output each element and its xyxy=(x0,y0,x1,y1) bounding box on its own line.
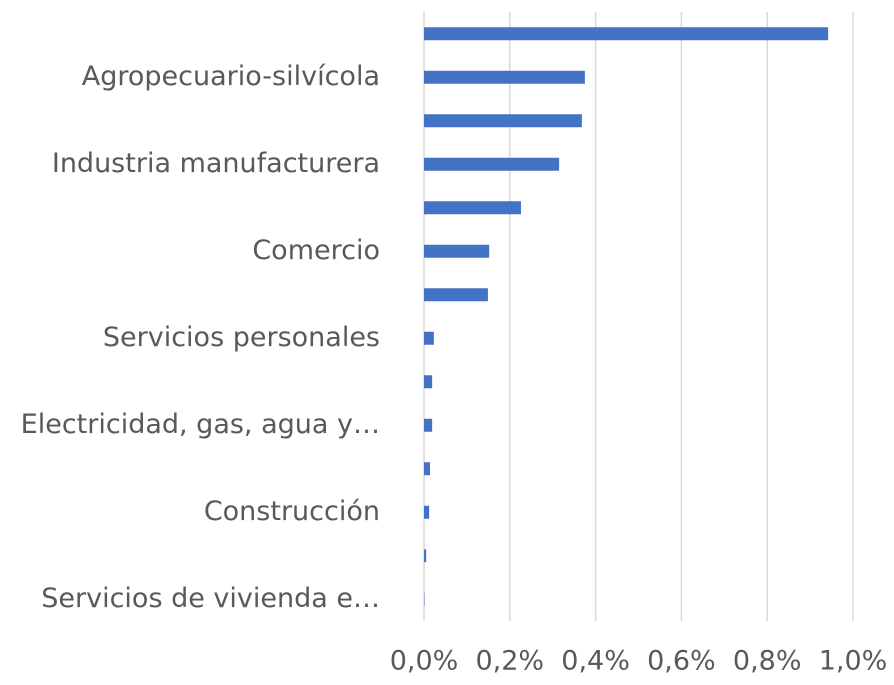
bar xyxy=(424,418,433,432)
y-tick-label: Agropecuario-silvícola xyxy=(82,61,380,92)
x-tick-label: 0,0% xyxy=(390,646,459,677)
bar xyxy=(424,375,433,389)
bar xyxy=(424,201,521,215)
y-tick-label: Comercio xyxy=(252,235,380,266)
x-tick-label: 0,6% xyxy=(647,646,716,677)
x-tick-label: 0,8% xyxy=(733,646,802,677)
y-tick-label: Industria manufacturera xyxy=(52,148,380,179)
bar xyxy=(424,549,427,563)
bar xyxy=(424,331,434,345)
x-tick-label: 0,4% xyxy=(561,646,630,677)
bar xyxy=(424,114,582,128)
y-tick-label: Electricidad, gas, agua y… xyxy=(21,409,380,440)
bar xyxy=(424,244,490,258)
bar xyxy=(424,27,829,41)
bar xyxy=(424,288,488,302)
y-tick-label: Servicios personales xyxy=(103,322,380,353)
y-tick-label: Construcción xyxy=(204,496,380,527)
bar xyxy=(424,70,585,84)
x-tick-label: 0,2% xyxy=(475,646,544,677)
bar xyxy=(424,157,560,171)
bar xyxy=(424,505,430,519)
y-tick-label: Servicios de vivienda e… xyxy=(41,583,380,614)
x-tick-label: 1,0% xyxy=(819,646,888,677)
bar xyxy=(424,462,431,476)
